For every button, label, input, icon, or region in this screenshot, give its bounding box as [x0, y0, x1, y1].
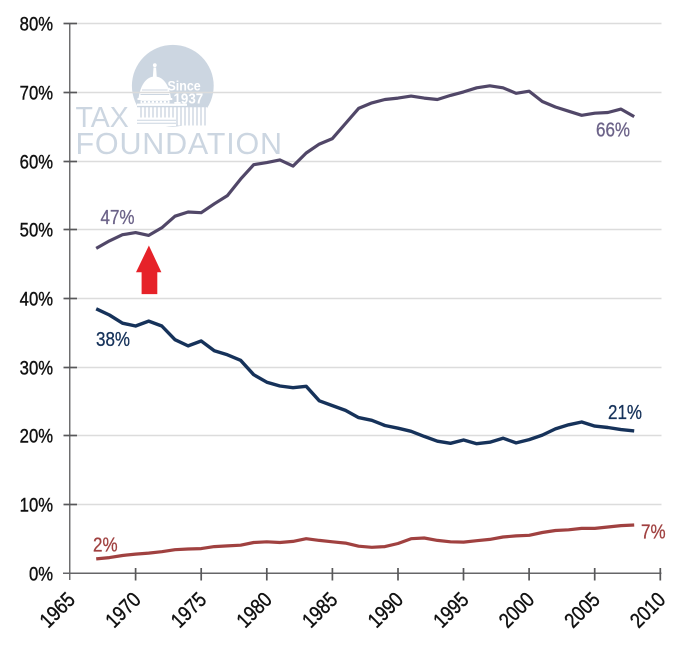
svg-text:TAX: TAX [76, 102, 129, 134]
svg-text:21%: 21% [608, 401, 642, 424]
svg-text:47%: 47% [101, 206, 135, 229]
svg-text:66%: 66% [596, 118, 630, 141]
svg-text:2%: 2% [93, 533, 118, 556]
svg-text:1937: 1937 [174, 90, 204, 107]
svg-text:38%: 38% [96, 328, 130, 351]
svg-text:20%: 20% [20, 425, 53, 447]
svg-text:7%: 7% [641, 520, 666, 543]
svg-text:40%: 40% [20, 288, 53, 310]
svg-text:60%: 60% [20, 151, 53, 173]
svg-text:FOUNDATION: FOUNDATION [76, 127, 283, 161]
svg-text:Since: Since [167, 78, 200, 94]
svg-text:80%: 80% [20, 13, 53, 35]
svg-text:30%: 30% [20, 357, 53, 379]
svg-text:50%: 50% [20, 219, 53, 241]
svg-text:10%: 10% [20, 494, 53, 516]
svg-text:70%: 70% [20, 82, 53, 104]
svg-text:0%: 0% [29, 563, 53, 585]
